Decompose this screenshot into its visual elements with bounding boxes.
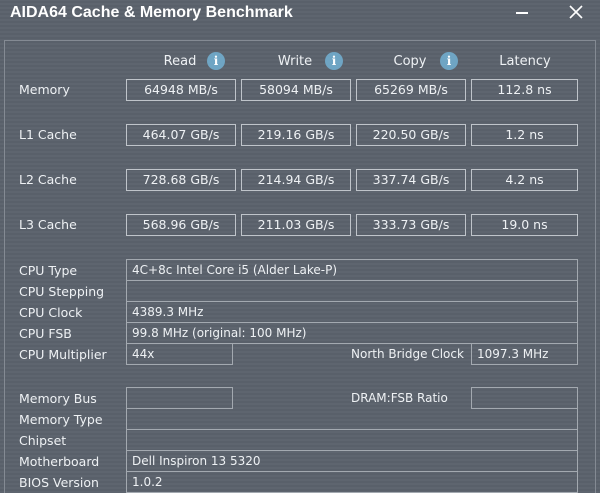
window-title: AIDA64 Cache & Memory Benchmark xyxy=(10,4,293,21)
cpu-clock-value: 4389.3 MHz xyxy=(126,302,578,323)
header-read: Read xyxy=(163,54,197,69)
memory-bus-label: Memory Bus xyxy=(19,391,97,406)
bios-version-value: 1.0.2 xyxy=(126,472,578,493)
copy-info-icon[interactable]: i xyxy=(440,52,458,70)
l3-copy-value: 333.73 GB/s xyxy=(356,214,466,236)
header-copy: Copy xyxy=(393,54,427,69)
memory-write-value: 58094 MB/s xyxy=(241,79,351,101)
minimize-icon xyxy=(516,12,528,14)
results-panel xyxy=(4,40,596,493)
north-bridge-clock-label: North Bridge Clock xyxy=(351,347,464,361)
memory-type-label: Memory Type xyxy=(19,412,103,427)
row-label-l2: L2 Cache xyxy=(19,172,77,187)
l3-write-value: 211.03 GB/s xyxy=(241,214,351,236)
row-label-l1: L1 Cache xyxy=(19,127,77,142)
l3-read-value: 568.96 GB/s xyxy=(126,214,236,236)
minimize-button[interactable] xyxy=(507,0,537,26)
cpu-type-value: 4C+8c Intel Core i5 (Alder Lake-P) xyxy=(126,259,578,281)
cpu-multiplier-value: 44x xyxy=(126,344,233,365)
header-write: Write xyxy=(277,54,313,69)
l1-copy-value: 220.50 GB/s xyxy=(356,124,466,146)
dram-fsb-ratio-value xyxy=(471,387,578,409)
motherboard-label: Motherboard xyxy=(19,454,100,469)
memory-copy-value: 65269 MB/s xyxy=(356,79,466,101)
l3-latency-value: 19.0 ns xyxy=(471,214,578,236)
cpu-fsb-value: 99.8 MHz (original: 100 MHz) xyxy=(126,323,578,344)
title-bar[interactable]: AIDA64 Cache & Memory Benchmark xyxy=(0,0,600,30)
row-label-memory: Memory xyxy=(19,82,70,97)
l1-latency-value: 1.2 ns xyxy=(471,124,578,146)
chipset-value xyxy=(126,430,578,451)
header-latency: Latency xyxy=(499,54,551,69)
chipset-label: Chipset xyxy=(19,433,67,448)
memory-read-value: 64948 MB/s xyxy=(126,79,236,101)
bios-version-label: BIOS Version xyxy=(19,475,99,490)
close-icon xyxy=(569,5,583,19)
l1-write-value: 219.16 GB/s xyxy=(241,124,351,146)
motherboard-value: Dell Inspiron 13 5320 xyxy=(126,451,578,472)
cpu-multiplier-label: CPU Multiplier xyxy=(19,347,107,362)
memory-latency-value: 112.8 ns xyxy=(471,79,578,101)
l2-write-value: 214.94 GB/s xyxy=(241,169,351,191)
l2-latency-value: 4.2 ns xyxy=(471,169,578,191)
cpu-stepping-label: CPU Stepping xyxy=(19,284,105,299)
l2-read-value: 728.68 GB/s xyxy=(126,169,236,191)
cpu-clock-label: CPU Clock xyxy=(19,305,83,320)
cpu-stepping-value xyxy=(126,281,578,302)
memory-bus-value xyxy=(126,387,233,409)
read-info-icon[interactable]: i xyxy=(207,52,225,70)
dram-fsb-ratio-label: DRAM:FSB Ratio xyxy=(351,391,448,405)
row-label-l3: L3 Cache xyxy=(19,217,77,232)
north-bridge-clock-value: 1097.3 MHz xyxy=(471,344,578,365)
memory-type-value xyxy=(126,409,578,430)
l1-read-value: 464.07 GB/s xyxy=(126,124,236,146)
l2-copy-value: 337.74 GB/s xyxy=(356,169,466,191)
cpu-fsb-label: CPU FSB xyxy=(19,326,72,341)
close-button[interactable] xyxy=(561,0,591,26)
write-info-icon[interactable]: i xyxy=(325,52,343,70)
cpu-type-label: CPU Type xyxy=(19,263,78,278)
